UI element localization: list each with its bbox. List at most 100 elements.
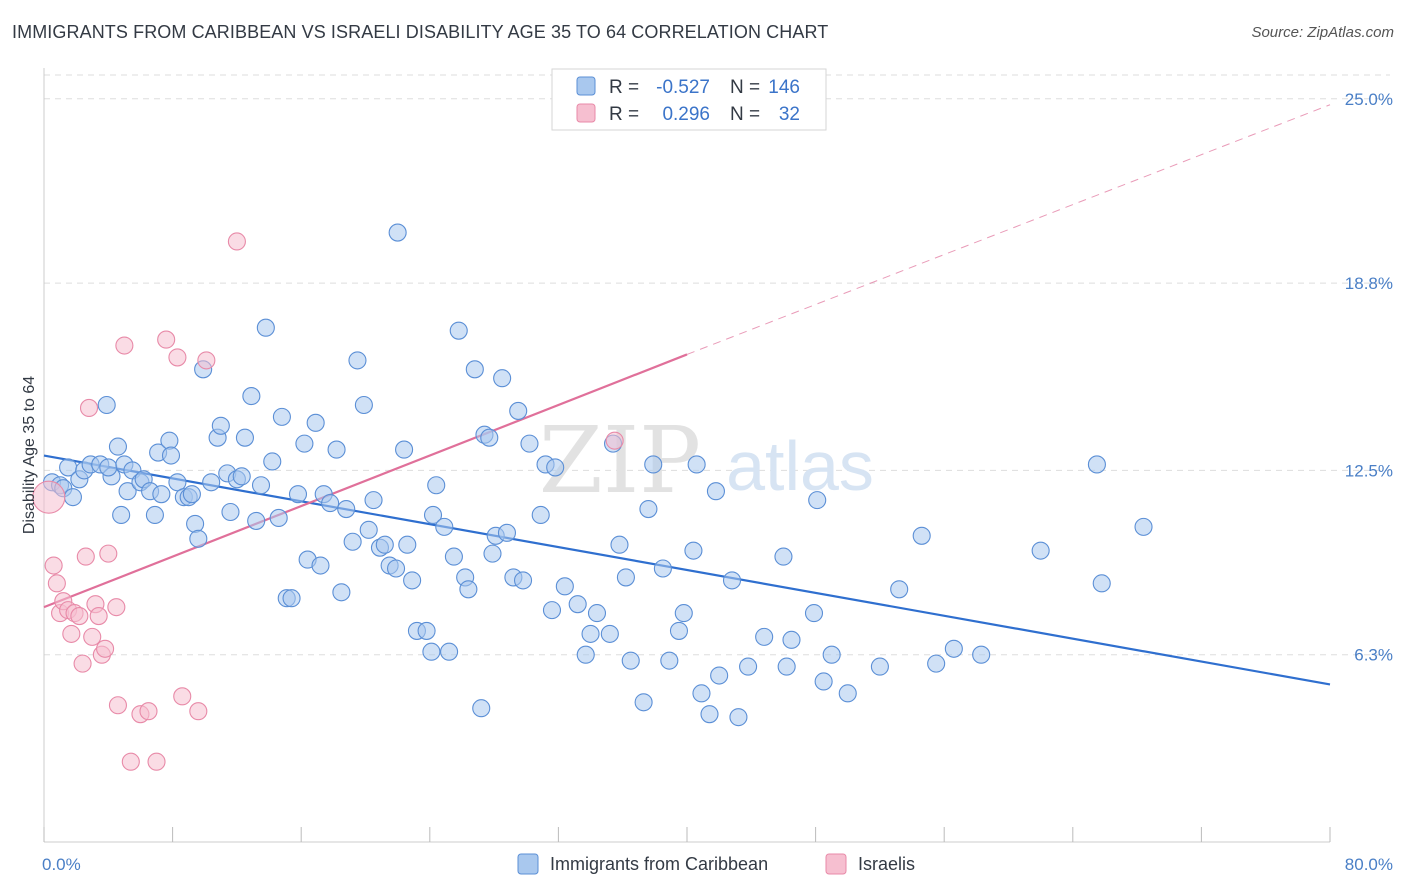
caribbean-point (669, 621, 689, 640)
caribbean-point (343, 532, 362, 551)
caribbean-point (1092, 574, 1111, 593)
legend-n-value-2: 32 (779, 104, 800, 125)
israelis-point (73, 654, 92, 673)
israelis-point (62, 624, 81, 643)
caribbean-point (739, 657, 758, 676)
caribbean-point (692, 684, 711, 703)
caribbean-point (444, 547, 463, 566)
caribbean-point (674, 604, 693, 623)
israelis-point (108, 696, 127, 715)
caribbean-point (814, 672, 833, 691)
legend-r-label-2: R = (609, 104, 639, 125)
caribbean-point (684, 541, 703, 560)
caribbean-point (1087, 455, 1106, 474)
x-tick-label-max: 80.0% (1345, 855, 1393, 874)
caribbean-point (269, 508, 288, 528)
caribbean-point (359, 520, 378, 539)
legend-n-label-1: N = (730, 77, 760, 98)
caribbean-point (423, 505, 443, 525)
caribbean-point (459, 580, 478, 599)
legend-r-label-1: R = (609, 77, 639, 98)
series-caribbean-points (42, 223, 1153, 727)
caribbean-point (722, 571, 742, 590)
caribbean-point (395, 440, 414, 459)
caribbean-point (288, 485, 308, 504)
caribbean-point (465, 360, 484, 379)
y-tick-label: 25.0% (1345, 90, 1393, 109)
israelis-point (189, 702, 208, 721)
caribbean-point (247, 511, 266, 530)
caribbean-point (256, 318, 275, 337)
caribbean-point (927, 654, 946, 673)
caribbean-point (272, 407, 291, 426)
y-tick-label: 18.8% (1345, 274, 1393, 293)
caribbean-point (838, 684, 857, 703)
israelis-point (139, 702, 158, 721)
legend: R = -0.527 N = 146 R = 0.296 N = 32 (551, 68, 827, 131)
caribbean-point (755, 627, 774, 646)
caribbean-point (364, 491, 383, 510)
watermark-atlas: atlas (726, 427, 874, 505)
caribbean-point (440, 642, 459, 661)
caribbean-point (483, 544, 502, 563)
israelis-trend-line (43, 353, 688, 609)
caribbean-point (870, 657, 889, 676)
caribbean-point (581, 624, 600, 643)
caribbean-point (235, 428, 254, 447)
legend-r-value-1: -0.527 (656, 77, 710, 98)
caribbean-point (546, 458, 565, 477)
series-israelis-points (32, 232, 624, 771)
caribbean-point (480, 428, 499, 447)
caribbean-point (774, 547, 793, 566)
israelis-point (44, 556, 63, 575)
israelis-point (32, 480, 66, 514)
caribbean-point (427, 476, 446, 495)
caribbean-point (311, 556, 330, 575)
bottom-legend-swatch-blue (517, 853, 539, 875)
caribbean-point (520, 434, 539, 453)
caribbean-point (112, 505, 131, 525)
caribbean-point (493, 369, 512, 388)
caribbean-point (354, 395, 373, 415)
caribbean-point (568, 595, 587, 614)
caribbean-point (295, 434, 314, 453)
israelis-trend-extension (686, 104, 1331, 355)
y-tick-label: 6.3% (1354, 646, 1393, 665)
legend-n-label-2: N = (730, 104, 760, 125)
y-tick-label: 12.5% (1345, 461, 1393, 480)
caribbean-point (186, 514, 205, 533)
legend-swatch-pink (576, 103, 596, 123)
caribbean-point (417, 621, 436, 640)
caribbean-point (403, 571, 422, 590)
caribbean-point (99, 458, 118, 477)
caribbean-point (804, 604, 824, 623)
israelis-point (227, 232, 246, 251)
caribbean-point (161, 446, 181, 465)
israelis-point (147, 752, 166, 771)
bottom-legend-label-israelis: Israelis (858, 854, 915, 874)
israelis-point (76, 547, 95, 566)
caribbean-point (729, 708, 748, 727)
caribbean-point (422, 642, 441, 661)
caribbean-point (263, 452, 282, 471)
chart-title: IMMIGRANTS FROM CARIBBEAN VS ISRAELI DIS… (12, 22, 829, 42)
caribbean-point (337, 499, 356, 519)
israelis-point (99, 544, 118, 563)
caribbean-point (145, 505, 164, 525)
caribbean-point (653, 559, 672, 578)
caribbean-point (189, 529, 208, 548)
caribbean-point (600, 624, 619, 643)
israelis-point (96, 639, 115, 658)
caribbean-point (660, 651, 679, 670)
israelis-point (157, 330, 176, 349)
israelis-point (89, 607, 108, 626)
israelis-point (107, 598, 126, 617)
caribbean-point (644, 455, 663, 474)
caribbean-point (531, 505, 550, 525)
caribbean-point (242, 387, 261, 406)
caribbean-point (386, 559, 406, 578)
caribbean-point (890, 580, 909, 599)
israelis-point (121, 752, 140, 771)
legend-n-value-1: 146 (768, 77, 800, 98)
caribbean-point (327, 440, 346, 459)
